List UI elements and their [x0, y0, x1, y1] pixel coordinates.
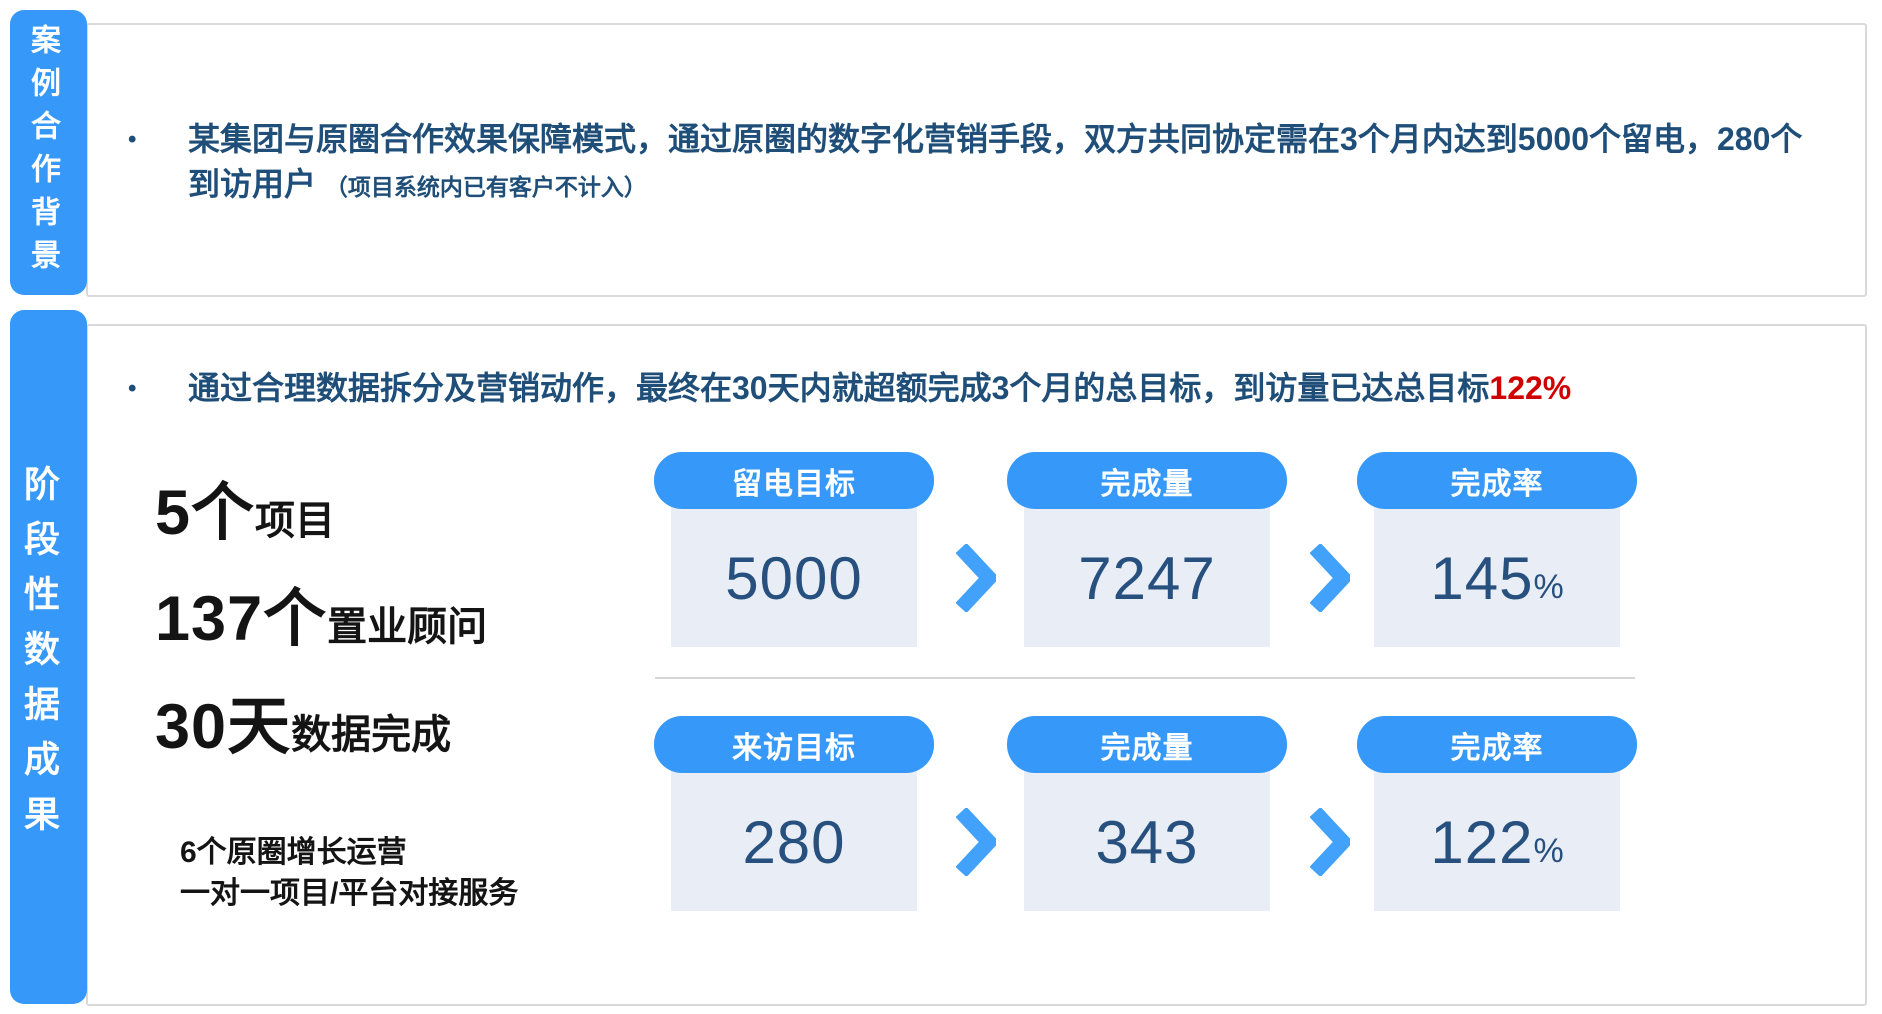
stat-projects-label: 项目 [255, 499, 336, 543]
stat-card-visit-completed: 完成量 343 [1007, 716, 1287, 911]
row-separator-line [655, 677, 1635, 679]
lead-completed-value: 7247 [1078, 544, 1216, 612]
service-note-line1: 6个原圈增长运营 [180, 836, 407, 869]
card-visit-target-value: 280 [671, 769, 917, 911]
visit-users-text: 到访用户 [188, 166, 317, 202]
pill-visit-target: 来访目标 [654, 716, 934, 773]
stat-consultants-label: 置业顾问 [327, 605, 488, 649]
chevron-right-icon [1310, 544, 1350, 612]
case-background-text: 某集团与原圈合作效果保障模式，通过原圈的数字化营销手段，双方共同协定需在3个月内… [188, 117, 1802, 210]
card-lead-completed-value: 7247 [1024, 505, 1270, 647]
pill-visit-rate: 完成率 [1357, 716, 1637, 773]
card-lead-target-value: 5000 [671, 505, 917, 647]
visit-target-value: 280 [742, 808, 846, 876]
service-note-line2: 一对一项目/平台对接服务 [180, 877, 519, 910]
case-background-panel [86, 23, 1867, 297]
exclusion-note: （项目系统内已有客户不计入） [324, 174, 647, 200]
case-background-bullet: • 某集团与原圈合作效果保障模式，通过原圈的数字化营销手段，双方共同协定需在3个… [122, 117, 1802, 210]
lead-target-value: 5000 [725, 544, 863, 612]
stat-days-number: 30天 [155, 692, 292, 762]
data-results-bullet: • 通过合理数据拆分及营销动作，最终在30天内就超额完成3个月的总目标，到访量已… [122, 366, 1571, 411]
stat-card-visit-rate: 完成率 122% [1357, 716, 1637, 911]
results-summary-text: 通过合理数据拆分及营销动作，最终在30天内就超额完成3个月的总目标，到访量已达总… [188, 370, 1490, 406]
stat-consultants-number: 137个 [155, 584, 328, 654]
pill-lead-rate: 完成率 [1357, 452, 1637, 509]
pill-lead-completed: 完成量 [1007, 452, 1287, 509]
visit-rate-value: 122 [1430, 808, 1534, 876]
visit-rate-suffix: % [1533, 831, 1564, 870]
section-tab-case-background: 案例合作背景 [10, 10, 87, 295]
visit-completed-value: 343 [1095, 808, 1199, 876]
service-notes: 6个原圈增长运营 一对一项目/平台对接服务 [180, 832, 518, 914]
data-results-text: 通过合理数据拆分及营销动作，最终在30天内就超额完成3个月的总目标，到访量已达总… [188, 366, 1571, 411]
case-background-line2: 到访用户 （项目系统内已有客户不计入） [188, 162, 1802, 210]
card-visit-rate-value: 122% [1374, 769, 1620, 911]
pill-lead-target: 留电目标 [654, 452, 934, 509]
stat-projects: 5个项目 [155, 482, 335, 545]
lead-rate-value: 145 [1430, 544, 1534, 612]
bullet-dot: • [128, 126, 137, 153]
section-tab-data-results: 阶段性数据成果 [10, 310, 87, 1004]
stat-days: 30天数据完成 [155, 696, 451, 759]
chevron-right-icon [956, 544, 996, 612]
chevron-right-icon [956, 808, 996, 876]
stat-card-lead-rate: 完成率 145% [1357, 452, 1637, 647]
pill-visit-completed: 完成量 [1007, 716, 1287, 773]
card-lead-rate-value: 145% [1374, 505, 1620, 647]
card-visit-completed-value: 343 [1024, 769, 1270, 911]
highlight-122-percent: 122% [1489, 370, 1572, 406]
stat-card-lead-completed: 完成量 7247 [1007, 452, 1287, 647]
case-background-line1: 某集团与原圈合作效果保障模式，通过原圈的数字化营销手段，双方共同协定需在3个月内… [188, 121, 1803, 157]
stat-projects-number: 5个 [155, 478, 256, 548]
chevron-right-icon [1310, 808, 1350, 876]
lead-rate-suffix: % [1533, 567, 1564, 606]
stat-card-lead-target: 留电目标 5000 [654, 452, 934, 647]
stat-consultants: 137个置业顾问 [155, 588, 487, 651]
stat-card-visit-target: 来访目标 280 [654, 716, 934, 911]
bullet-dot: • [128, 375, 137, 402]
stat-days-label: 数据完成 [291, 713, 452, 757]
